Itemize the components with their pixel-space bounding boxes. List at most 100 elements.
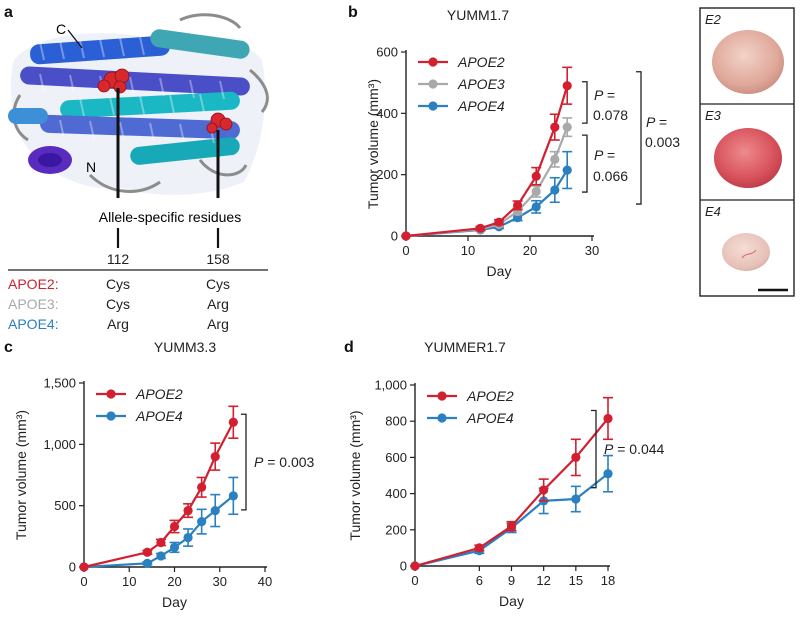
residue-caption: Allele-specific residues <box>99 209 241 225</box>
bracket-apoe2-apoe4 <box>636 72 641 204</box>
data-point <box>410 561 419 570</box>
p-label: P = <box>594 147 615 163</box>
residue-158-1: Arg <box>207 296 229 312</box>
p-value: 0.003 <box>645 134 680 150</box>
data-point <box>563 81 572 90</box>
residue-158-0: Cys <box>206 276 230 292</box>
data-point <box>197 517 206 526</box>
data-point <box>156 551 165 560</box>
data-point <box>603 469 612 478</box>
chart-c: YUMM3.301020304005001,0001,500DayTumor v… <box>13 339 315 610</box>
y-axis-label: Tumor volume (mm³) <box>347 410 363 540</box>
data-point <box>211 506 220 515</box>
legend-item-apoe4: APOE4 <box>96 408 183 424</box>
data-point <box>532 187 541 196</box>
x-tick-label: 10 <box>461 243 475 258</box>
legend-label: APOE3 <box>457 76 505 92</box>
x-tick-label: 10 <box>122 574 136 589</box>
position-158-header: 158 <box>206 251 230 267</box>
x-tick-label: 30 <box>213 574 227 589</box>
p-annotation: P = 0.003 <box>254 454 315 470</box>
allele-name-0: APOE2: <box>8 276 59 292</box>
legend-label: APOE2 <box>135 386 183 402</box>
bracket-apoe2-apoe3 <box>582 82 587 123</box>
series-line <box>406 127 567 236</box>
data-point <box>170 543 179 552</box>
y-tick-label: 0 <box>391 229 398 244</box>
residue-112-1: Cys <box>106 296 130 312</box>
y-tick-label: 0 <box>69 560 76 575</box>
p-label: P = <box>646 114 667 130</box>
series-line <box>415 474 608 566</box>
data-point <box>563 165 572 174</box>
x-tick-label: 12 <box>536 573 550 588</box>
y-tick-label: 400 <box>385 486 407 501</box>
series-apoe4 <box>79 477 238 571</box>
data-point <box>603 414 612 423</box>
legend-item-apoe3: APOE3 <box>418 76 505 92</box>
legend-label: APOE4 <box>457 98 505 114</box>
y-tick-label: 200 <box>385 522 407 537</box>
data-point <box>143 548 152 557</box>
c-terminus-label: C <box>56 21 66 37</box>
y-axis-label: Tumor volume (mm³) <box>13 410 29 540</box>
data-point <box>156 538 165 547</box>
data-point <box>229 418 238 427</box>
data-point <box>143 559 152 568</box>
data-point <box>507 522 516 531</box>
legend-label: APOE4 <box>466 410 514 426</box>
data-point <box>183 506 192 515</box>
legend-label: APOE2 <box>466 388 514 404</box>
data-point <box>550 185 559 194</box>
y-tick-label: 1,000 <box>43 437 76 452</box>
data-point <box>571 453 580 462</box>
data-point <box>211 452 220 461</box>
allele-name-2: APOE4: <box>8 316 59 332</box>
bracket-apoe2-apoe4 <box>591 410 596 487</box>
p-value: = 0.044 <box>613 441 664 457</box>
data-point <box>494 218 503 227</box>
legend-item-apoe2: APOE2 <box>427 388 514 404</box>
chart-d: YUMMER1.706912151802004006008001,000DayT… <box>347 339 665 609</box>
n-terminus-label: N <box>86 159 96 175</box>
x-tick-label: 30 <box>585 243 599 258</box>
p-value: = 0.003 <box>263 454 314 470</box>
data-point <box>401 231 410 240</box>
allele-name-1: APOE3: <box>8 296 59 312</box>
residue-112-2: Arg <box>107 316 129 332</box>
series-apoe2 <box>401 67 572 240</box>
x-tick-label: 18 <box>601 573 615 588</box>
x-tick-label: 40 <box>258 574 272 589</box>
panel-letter-d: d <box>344 339 354 356</box>
legend-item-apoe4: APOE4 <box>427 410 514 426</box>
tumor-photos: E2 E3 E4 <box>700 8 794 296</box>
x-tick-label: 20 <box>523 243 537 258</box>
x-axis-label: Day <box>162 594 187 610</box>
series-line <box>415 418 608 566</box>
data-point <box>550 155 559 164</box>
data-point <box>513 201 522 210</box>
x-tick-label: 6 <box>476 573 483 588</box>
p-label: P = <box>594 87 615 103</box>
data-point <box>197 483 206 492</box>
data-point <box>539 485 548 494</box>
panel-letter-c: c <box>4 339 13 356</box>
chart-title: YUMM1.7 <box>447 7 509 23</box>
x-tick-label: 0 <box>411 573 418 588</box>
panel-letter-a: a <box>4 4 13 21</box>
residue-112-0: Cys <box>106 276 130 292</box>
legend-label: APOE2 <box>457 54 505 70</box>
series-apoe3 <box>401 118 572 241</box>
data-point <box>170 522 179 531</box>
data-point <box>532 202 541 211</box>
p-value: 0.078 <box>593 107 628 123</box>
p-value: 0.066 <box>593 168 628 184</box>
legend-marker <box>437 413 446 422</box>
legend-marker <box>106 389 115 398</box>
legend-marker <box>106 411 115 420</box>
y-tick-label: 600 <box>376 45 398 60</box>
photo-label-e4: E4 <box>705 204 721 219</box>
panel-letter-b: b <box>348 4 358 21</box>
y-tick-label: 1,500 <box>43 376 76 391</box>
